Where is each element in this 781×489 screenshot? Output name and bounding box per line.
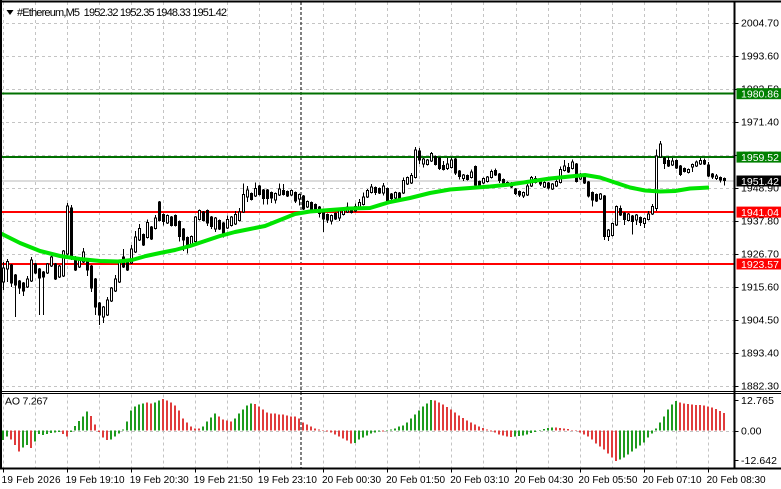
- svg-text:19 Feb 20:30: 19 Feb 20:30: [130, 475, 189, 486]
- svg-text:19 Feb 2026: 19 Feb 2026: [2, 475, 61, 486]
- svg-text:1915.60: 1915.60: [741, 282, 779, 294]
- svg-text:1959.52: 1959.52: [741, 152, 779, 164]
- svg-text:AO 7.267: AO 7.267: [5, 396, 48, 408]
- svg-text:20 Feb 08:30: 20 Feb 08:30: [707, 475, 766, 486]
- svg-text:20 Feb 03:10: 20 Feb 03:10: [450, 475, 509, 486]
- svg-text:1882.30: 1882.30: [741, 381, 779, 393]
- svg-text:#Ethereum,M5 1952.32 1952.35: #Ethereum,M5 1952.32 1952.35 1948.33 195…: [17, 7, 227, 19]
- svg-text:2004.70: 2004.70: [741, 18, 779, 30]
- svg-text:-12.642: -12.642: [741, 455, 777, 467]
- svg-text:1926.70: 1926.70: [741, 249, 779, 261]
- svg-text:19 Feb 23:10: 19 Feb 23:10: [258, 475, 317, 486]
- svg-text:20 Feb 04:30: 20 Feb 04:30: [514, 475, 573, 486]
- svg-text:1971.40: 1971.40: [741, 117, 779, 129]
- svg-text:1980.86: 1980.86: [741, 89, 779, 101]
- svg-text:1937.80: 1937.80: [741, 216, 779, 228]
- svg-text:0.00: 0.00: [741, 425, 762, 437]
- svg-text:19 Feb 21:50: 19 Feb 21:50: [194, 475, 253, 486]
- svg-text:20 Feb 00:30: 20 Feb 00:30: [322, 475, 381, 486]
- svg-text:1904.50: 1904.50: [741, 315, 779, 327]
- svg-text:20 Feb 07:10: 20 Feb 07:10: [643, 475, 702, 486]
- svg-text:12.765: 12.765: [741, 395, 774, 407]
- svg-text:19 Feb 19:10: 19 Feb 19:10: [66, 475, 125, 486]
- svg-text:1941.04: 1941.04: [741, 207, 779, 219]
- svg-text:1923.57: 1923.57: [741, 259, 779, 271]
- svg-text:1893.40: 1893.40: [741, 348, 779, 360]
- svg-text:1951.42: 1951.42: [741, 176, 779, 188]
- svg-text:20 Feb 05:50: 20 Feb 05:50: [578, 475, 637, 486]
- svg-text:1993.60: 1993.60: [741, 51, 779, 63]
- svg-text:20 Feb 01:50: 20 Feb 01:50: [386, 475, 445, 486]
